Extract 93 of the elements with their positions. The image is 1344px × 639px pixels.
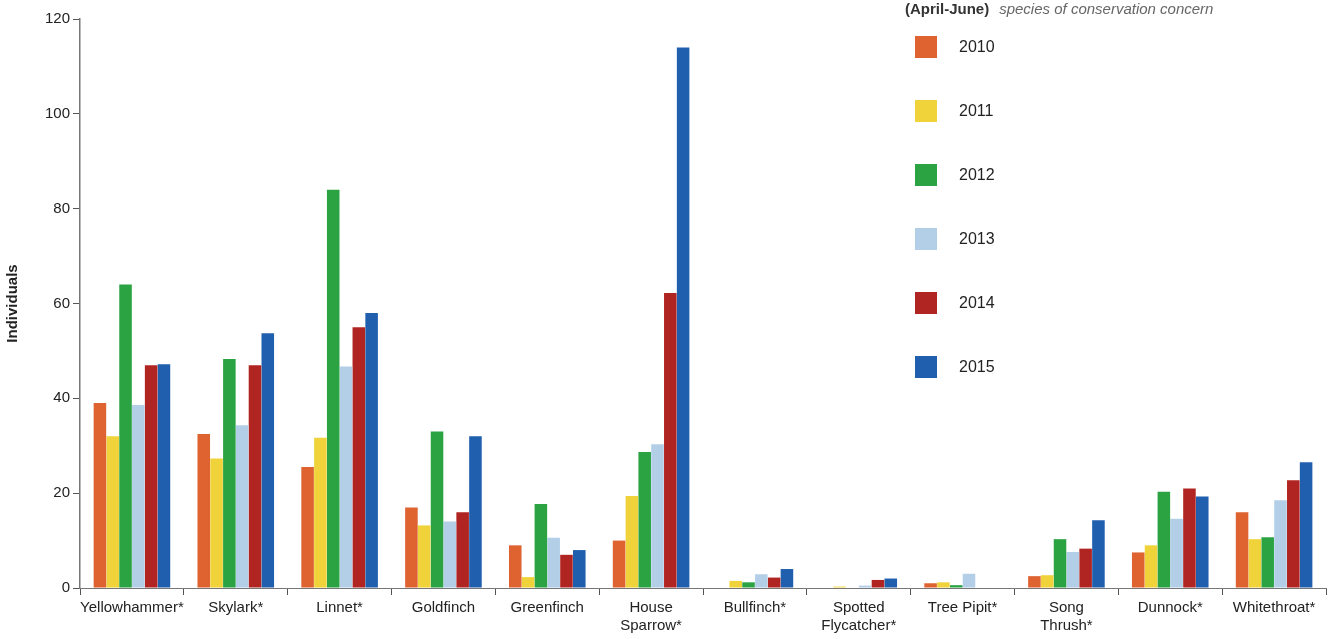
x-tick-label: Tree Pipit*: [927, 598, 998, 616]
bar: [1053, 539, 1067, 588]
bar: [93, 403, 107, 588]
bar: [1157, 491, 1171, 588]
bar: [664, 293, 677, 588]
bar: [742, 582, 755, 588]
bar: [210, 458, 223, 588]
bar: [365, 312, 378, 588]
bar: [924, 583, 937, 588]
bar: [1170, 518, 1183, 588]
x-tick-label: Bullfinch*: [723, 598, 787, 616]
bar: [1195, 496, 1209, 588]
text: species of conservation concern: [999, 0, 1214, 17]
bar: [1299, 462, 1313, 588]
bar: [651, 444, 664, 588]
bar: [235, 425, 249, 588]
x-tick-label: House Sparrow*: [620, 598, 683, 634]
bar: [326, 189, 340, 588]
bar: [780, 569, 794, 588]
x-tick-label: Greenfinch: [510, 598, 584, 616]
bar: [443, 521, 457, 588]
y-axis-title: Individuals: [3, 264, 21, 343]
bar: [405, 507, 418, 588]
x-tick-label: Skylark*: [208, 598, 264, 616]
bar: [106, 436, 120, 588]
bar: [1066, 551, 1080, 588]
bar: [962, 573, 976, 588]
legend-label: 2010: [959, 38, 995, 56]
bar: [676, 47, 690, 588]
bar: [1235, 512, 1249, 588]
bar: [1144, 545, 1158, 588]
y-tick-label: 80: [53, 198, 71, 216]
x-tick-label: Song Thrush*: [1040, 598, 1093, 634]
x-tick-label: Yellowhammer*: [80, 598, 184, 616]
y-tick-label: 100: [45, 103, 71, 121]
legend-label: 2014: [959, 294, 995, 312]
x-tick-label: Goldfinch: [411, 598, 476, 616]
text: (April-June): [905, 0, 990, 17]
bar: [314, 437, 327, 588]
bar: [560, 554, 573, 588]
bar: [1131, 552, 1145, 588]
legend-label: 2011: [959, 102, 994, 120]
bar: [871, 579, 885, 588]
bar: [197, 433, 211, 588]
bar: [157, 364, 171, 588]
bar: [339, 366, 353, 588]
bar: [1274, 500, 1287, 588]
x-tick-label: Dunnock*: [1137, 598, 1203, 616]
bar: [223, 358, 236, 588]
bar: [508, 545, 522, 588]
legend-label: 2015: [959, 358, 995, 376]
bar: [1092, 520, 1105, 588]
y-tick-label: 0: [61, 578, 71, 596]
y-tick-label: 60: [53, 293, 71, 311]
bar: [132, 404, 145, 588]
bar: [248, 365, 262, 588]
bar: [612, 540, 626, 588]
bar: [937, 582, 950, 588]
bar: [521, 577, 535, 588]
bar: [573, 550, 586, 588]
bar: [767, 577, 781, 588]
bar: [884, 578, 898, 588]
bar: [1287, 480, 1300, 588]
x-tick-label: Spotted Flycatcher*: [821, 598, 897, 634]
bar: [430, 431, 444, 588]
bar: [534, 504, 548, 588]
bar: [755, 574, 768, 588]
y-tick-label: 120: [45, 9, 71, 27]
legend-label: 2012: [959, 166, 995, 184]
bar: [1248, 539, 1262, 588]
bar: [469, 436, 482, 588]
y-tick-label: 40: [53, 388, 71, 406]
bar: [119, 284, 132, 588]
legend-label: 2013: [959, 230, 995, 248]
bar: [417, 525, 431, 588]
bar: [638, 451, 651, 588]
x-tick-label: Whitethroat*: [1232, 598, 1316, 616]
bar: [1079, 548, 1092, 588]
bar: [1183, 488, 1196, 588]
x-tick-label: Linnet*: [316, 598, 364, 616]
bar: [1261, 537, 1274, 588]
bar: [301, 467, 314, 588]
bar: [625, 496, 639, 588]
bar: [144, 365, 158, 588]
bar: [1028, 576, 1041, 588]
y-tick-label: 20: [53, 483, 71, 501]
bar: [547, 537, 560, 588]
bar: [949, 585, 963, 588]
bar: [1040, 575, 1054, 588]
bar: [261, 333, 275, 588]
bar: [352, 327, 366, 588]
bar: [456, 512, 469, 588]
bar: [729, 580, 742, 588]
